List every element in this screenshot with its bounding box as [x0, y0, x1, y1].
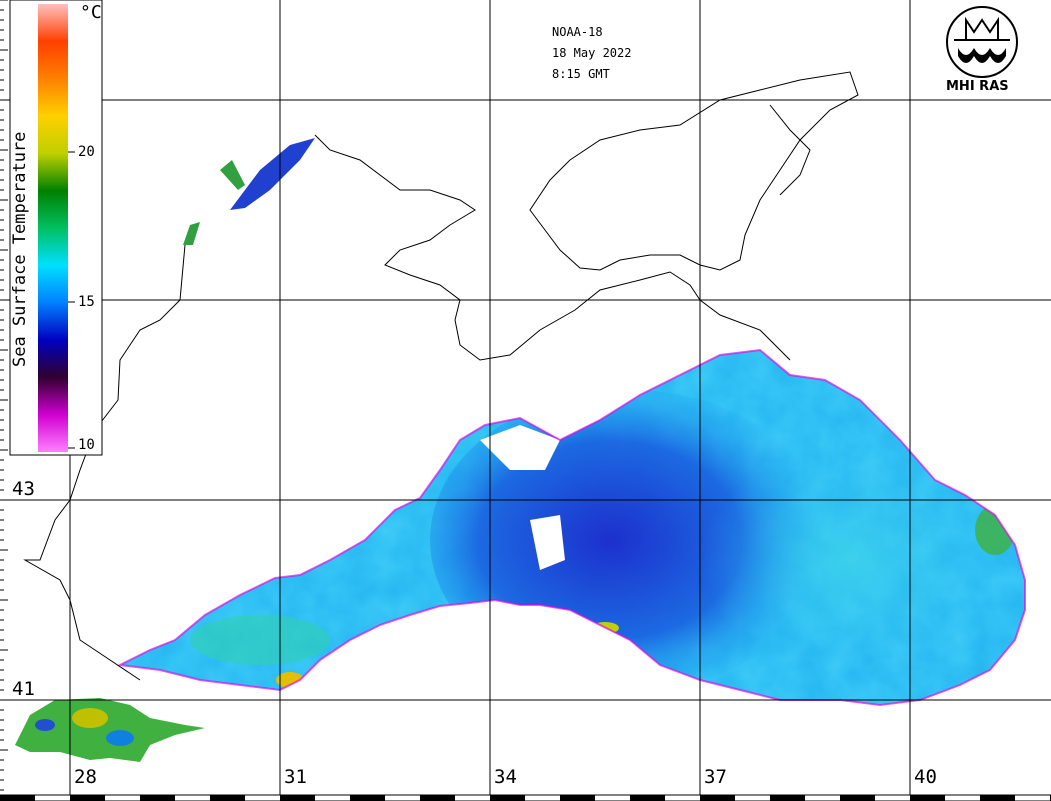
scale-unit: °C	[80, 2, 102, 23]
longitude-label-34: 34	[494, 766, 517, 788]
acquisition-time: 8:15 GMT	[552, 67, 610, 81]
color-scale-bar	[38, 4, 68, 452]
left-tick-ruler	[0, 0, 8, 791]
color-scale	[9, 0, 103, 456]
logo-caption: MHI RAS	[946, 79, 1009, 94]
satellite-name: NOAA-18	[552, 25, 603, 39]
mhi-ras-logo	[946, 6, 1018, 78]
latitude-label-41: 41	[12, 678, 35, 700]
scale-tick-10: 10	[78, 437, 95, 453]
scale-tick-15: 15	[78, 294, 95, 310]
longitude-label-37: 37	[704, 766, 727, 788]
longitude-label-28: 28	[74, 766, 97, 788]
nw-shelf-strip	[183, 138, 315, 245]
acquisition-date: 18 May 2022	[552, 46, 632, 60]
marmara-sea	[15, 698, 205, 762]
latitude-label-43: 43	[12, 478, 35, 500]
longitude-label-40: 40	[914, 766, 937, 788]
longitude-label-31: 31	[284, 766, 307, 788]
scale-tick-20: 20	[78, 144, 95, 160]
bottom-tick-ruler	[0, 794, 1051, 801]
scale-title: Sea Surface Temperature	[10, 131, 30, 367]
